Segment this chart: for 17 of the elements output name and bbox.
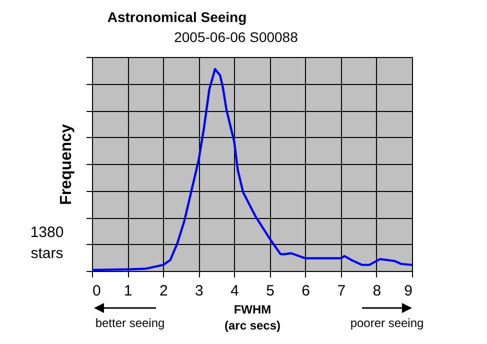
- x-tick-label: 1: [124, 282, 132, 300]
- x-tick-label: 3: [194, 282, 204, 300]
- text: 1380 stars: [30, 224, 64, 262]
- x-tick-label: 9: [404, 282, 412, 300]
- x-tick-label: 0: [92, 282, 101, 300]
- x-axis-title: FWHM (arc secs): [224, 302, 281, 332]
- x-tick-label: 2: [159, 282, 168, 300]
- x-tick-label: 6: [302, 282, 310, 300]
- y-axis-title: Frequency: [58, 124, 75, 205]
- x-tick-label: 8: [372, 282, 382, 300]
- text: poorer seeing: [350, 316, 424, 330]
- text: better seeing: [95, 316, 165, 330]
- x-tick-label: 4: [230, 282, 239, 300]
- x-tick-label: 5: [266, 282, 274, 300]
- chart-subtitle: 2005-06-06 S00088: [174, 29, 298, 45]
- chart-title: Astronomical Seeing: [107, 9, 247, 25]
- x-tick-label: 7: [337, 282, 346, 300]
